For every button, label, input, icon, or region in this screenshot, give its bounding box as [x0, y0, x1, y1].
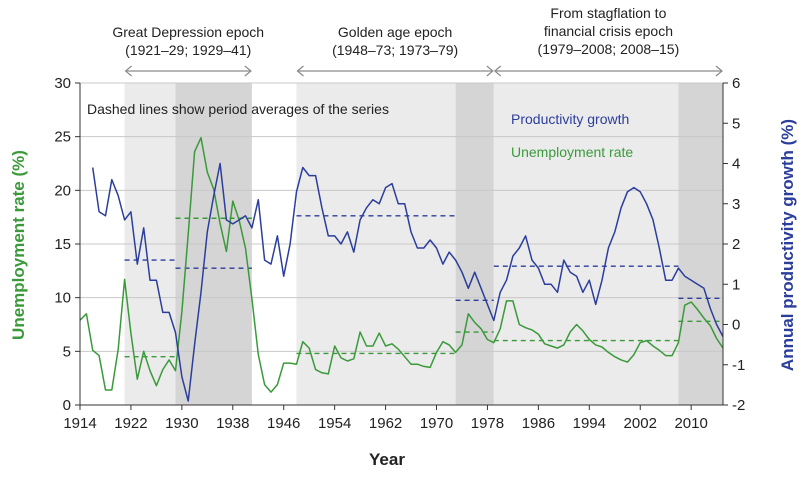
epoch-title-line2: financial crisis epoch [544, 23, 673, 39]
productivity-line [91, 162, 724, 402]
legend-unemployment: Unemployment rate [511, 144, 633, 160]
left-tick-label: 5 [63, 343, 71, 360]
left-tick-label: 30 [54, 75, 71, 92]
left-axis-title: Unemployment rate (%) [9, 150, 28, 340]
right-tick-label: 4 [732, 156, 740, 173]
epoch-arrowhead-left-1 [296, 65, 304, 77]
x-tick-label: 1954 [318, 415, 351, 432]
epoch-arrowhead-left-2 [493, 65, 502, 77]
epoch-arrowhead-right-1 [486, 65, 494, 77]
x-tick-label: 1938 [216, 415, 249, 432]
x-tick-label: 1930 [165, 415, 198, 432]
x-tick-label: 1914 [63, 415, 96, 432]
left-tick-label: 25 [54, 129, 71, 146]
right-axis-title: Annual productivity growth (%) [778, 119, 797, 371]
left-tick-label: 10 [54, 290, 71, 307]
epoch-range: (1979–2008; 2008–15) [538, 41, 680, 57]
epoch-title-line1: From stagflation to [550, 5, 666, 21]
epoch-range: (1948–73; 1973–79) [332, 42, 458, 58]
epoch-range: (1921–29; 1929–41) [125, 42, 251, 58]
epoch-title: Great Depression epoch [112, 24, 264, 40]
left-tick-label: 0 [63, 397, 71, 414]
right-tick-label: 0 [732, 317, 740, 334]
right-tick-label: 2 [732, 236, 740, 253]
x-tick-label: 2002 [624, 415, 657, 432]
right-tick-label: -2 [732, 397, 745, 414]
epoch-arrowhead-right-2 [715, 65, 723, 77]
annotation-text: Dashed lines show period averages of the… [87, 101, 389, 117]
x-tick-label: 1962 [369, 415, 402, 432]
legend-productivity: Productivity growth [511, 111, 629, 127]
x-tick-label: 1946 [267, 415, 300, 432]
x-tick-label: 1978 [471, 415, 504, 432]
right-tick-label: 6 [732, 75, 740, 92]
right-tick-label: 5 [732, 115, 740, 132]
x-tick-label: 2010 [674, 415, 707, 432]
epoch-annotations: Great Depression epoch (1921–29; 1929–41)… [112, 5, 723, 77]
x-tick-label: 1986 [522, 415, 555, 432]
chart-labels: Dashed lines show period averages of the… [9, 101, 797, 469]
x-tick-label: 1922 [114, 415, 147, 432]
right-tick-label: 1 [732, 276, 740, 293]
x-axis-title: Year [369, 450, 405, 469]
unemployment-line [79, 136, 724, 393]
right-tick-label: -1 [732, 357, 745, 374]
series-lines [79, 136, 724, 402]
axes: 0 5 10 15 20 25 30 -2 -1 0 1 2 3 4 5 6 1914 1922 1930 1938 1… [54, 75, 745, 432]
x-tick-label: 1994 [573, 415, 606, 432]
left-tick-label: 20 [54, 182, 71, 199]
epoch-arrowhead-right-0 [244, 65, 252, 77]
epoch-arrowhead-left-0 [124, 65, 132, 77]
left-tick-label: 15 [54, 236, 71, 253]
epoch-title: Golden age epoch [338, 24, 452, 40]
right-tick-label: 3 [732, 196, 740, 213]
x-tick-label: 1970 [420, 415, 453, 432]
